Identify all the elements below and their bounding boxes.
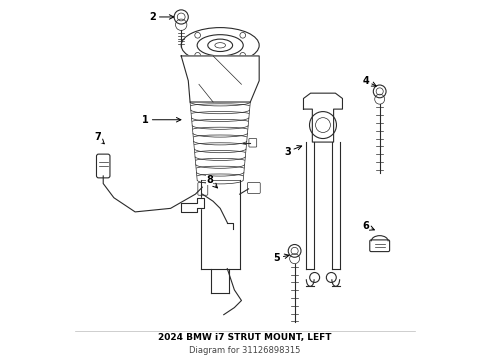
Text: 2: 2 <box>149 12 174 22</box>
Text: 1: 1 <box>143 115 181 125</box>
Text: 4: 4 <box>362 76 376 86</box>
Text: 8: 8 <box>206 175 218 188</box>
Polygon shape <box>181 198 204 212</box>
Text: 3: 3 <box>284 145 302 157</box>
Text: 6: 6 <box>362 221 374 231</box>
Text: 7: 7 <box>95 132 104 144</box>
Polygon shape <box>181 56 259 102</box>
Polygon shape <box>303 93 343 142</box>
Text: 2024 BMW i7 STRUT MOUNT, LEFT: 2024 BMW i7 STRUT MOUNT, LEFT <box>158 333 332 342</box>
Text: Diagram for 31126898315: Diagram for 31126898315 <box>189 346 301 355</box>
Text: 5: 5 <box>273 253 289 263</box>
